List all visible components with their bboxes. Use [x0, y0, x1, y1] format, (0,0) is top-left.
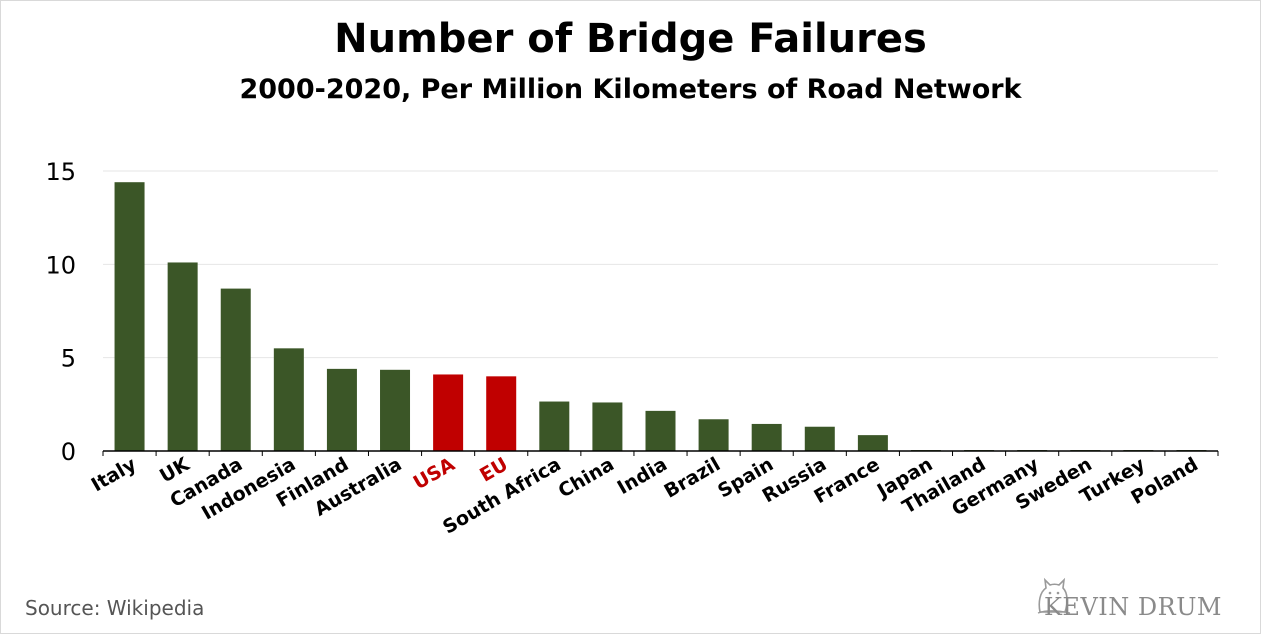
y-tick-label: 10 — [45, 251, 76, 279]
chart-subtitle: 2000-2020, Per Million Kilometers of Roa… — [239, 74, 1022, 105]
bar — [539, 401, 570, 451]
chart-title: Number of Bridge Failures — [334, 16, 927, 62]
bar — [273, 348, 304, 451]
cat-icon — [1037, 577, 1071, 614]
bar — [751, 423, 782, 451]
bar — [167, 262, 198, 451]
bar — [220, 288, 251, 451]
x-tick-label: Brazil — [660, 453, 724, 502]
y-tick-label: 5 — [61, 345, 76, 373]
bar — [698, 419, 729, 451]
x-tick-label: Italy — [88, 453, 141, 496]
y-tick-label: 15 — [45, 158, 76, 186]
logo-text: KEVIN DRUM — [1044, 593, 1223, 621]
bar — [486, 376, 517, 451]
bar — [326, 368, 357, 451]
bar — [857, 435, 888, 451]
bar — [592, 402, 623, 451]
bar — [645, 410, 676, 451]
x-tick-label: India — [614, 453, 671, 499]
bar — [380, 369, 411, 451]
y-tick-label: 0 — [61, 438, 76, 466]
bar — [804, 426, 835, 451]
x-tick-label: USA — [410, 453, 459, 494]
bar — [433, 374, 464, 451]
x-tick-label: China — [555, 453, 618, 502]
bar — [114, 182, 145, 451]
source-note: Source: Wikipedia — [25, 596, 205, 620]
kevin-drum-logo: KEVIN DRUM — [1030, 572, 1230, 622]
